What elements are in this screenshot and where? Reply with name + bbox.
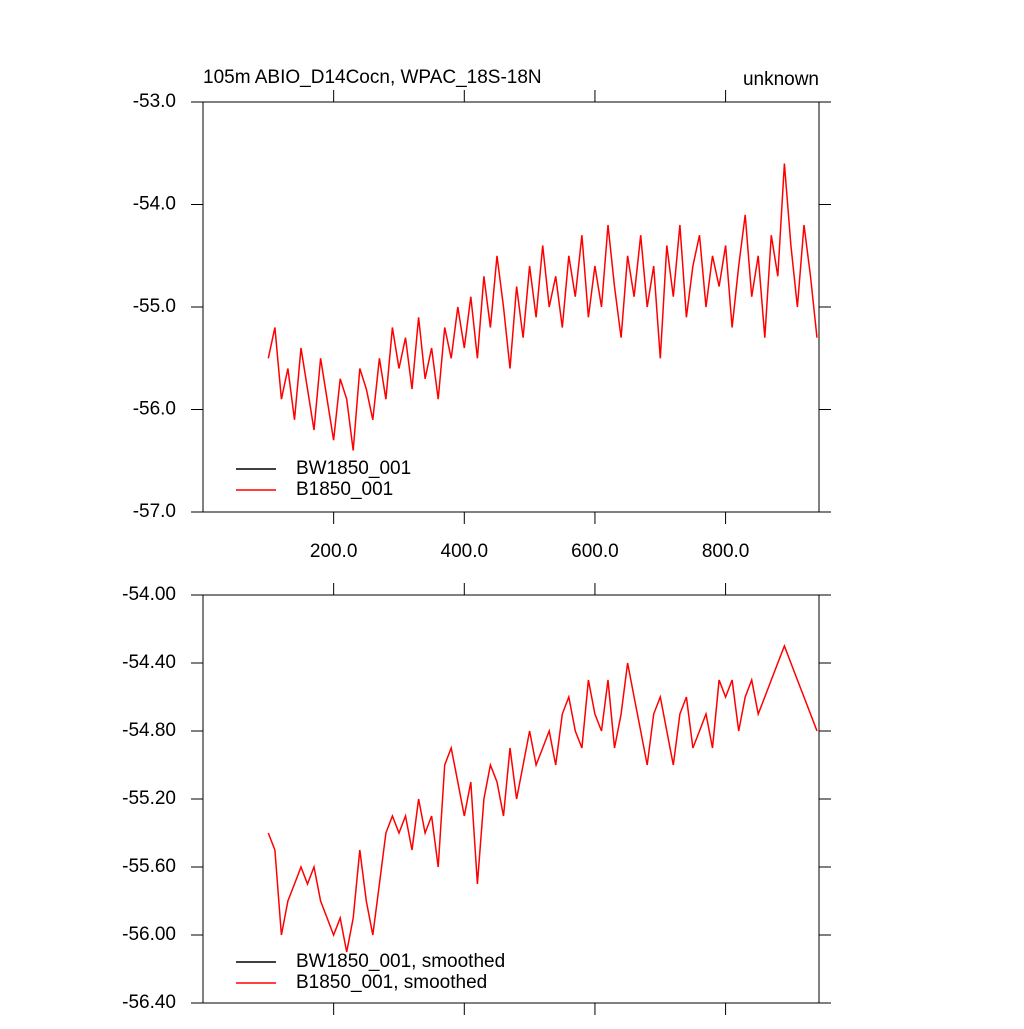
data-line	[267, 163, 818, 451]
x-tick-label: 800.0	[702, 541, 750, 562]
y-tick-label: -57.0	[133, 501, 176, 522]
legend-label: B1850_001, smoothed	[296, 972, 487, 993]
legend-label: B1850_001	[296, 479, 393, 500]
y-tick-label: -56.0	[133, 399, 176, 420]
x-tick-label: 400.0	[441, 541, 489, 562]
legend-label: BW1850_001	[296, 458, 411, 479]
y-tick-label: -55.60	[122, 856, 176, 877]
y-tick-label: -55.20	[122, 788, 176, 809]
x-tick-label: 600.0	[571, 541, 619, 562]
plot-frame	[202, 594, 820, 1004]
y-tick-label: -55.0	[133, 296, 176, 317]
y-tick-label: -54.00	[122, 584, 176, 605]
y-tick-label: -54.0	[133, 194, 176, 215]
chart-title-right: unknown	[743, 69, 819, 90]
data-line	[267, 643, 818, 953]
legend-label: BW1850_001, smoothed	[296, 951, 505, 972]
y-tick-label: -56.40	[122, 992, 176, 1013]
y-tick-label: -53.0	[133, 91, 176, 112]
plot-frame	[202, 101, 820, 513]
y-tick-label: -56.00	[122, 924, 176, 945]
y-tick-label: -54.40	[122, 652, 176, 673]
y-tick-label: -54.80	[122, 720, 176, 741]
x-tick-label: 200.0	[310, 541, 358, 562]
chart-title: 105m ABIO_D14Cocn, WPAC_18S-18N	[203, 67, 542, 88]
